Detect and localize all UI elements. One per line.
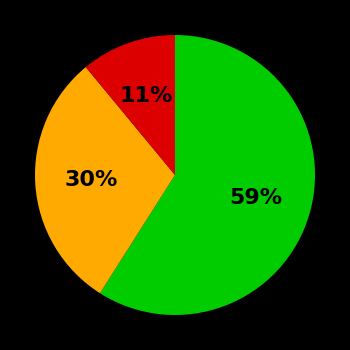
Text: 30%: 30%	[64, 170, 118, 190]
Text: 59%: 59%	[229, 188, 282, 209]
Text: 11%: 11%	[120, 86, 173, 106]
Wedge shape	[86, 35, 175, 175]
Wedge shape	[100, 35, 315, 315]
Wedge shape	[35, 67, 175, 293]
